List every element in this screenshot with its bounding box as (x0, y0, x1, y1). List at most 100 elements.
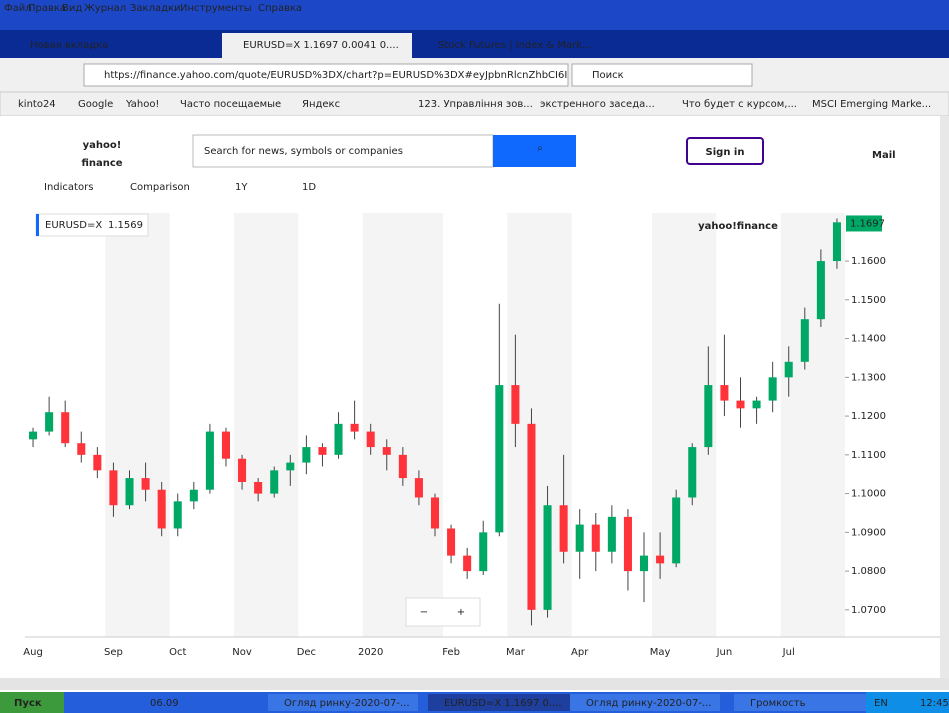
x-tick-label: 2020 (358, 647, 383, 658)
search-button[interactable] (493, 135, 576, 167)
candle-body (399, 455, 407, 478)
chart-tool[interactable]: 1D (302, 182, 316, 193)
bookmark[interactable]: MSCI Emerging Marke... (812, 99, 931, 110)
candle-body (335, 424, 343, 455)
candle-body (463, 556, 471, 572)
bookmark[interactable]: Яндекс (302, 99, 340, 110)
h-scrollbar[interactable] (0, 678, 949, 690)
x-tick-label: May (650, 647, 671, 658)
candle-body (656, 556, 664, 564)
bookmark[interactable]: Yahoo! (125, 99, 159, 110)
legend-symbol: EURUSD=X (45, 220, 102, 231)
menu-item[interactable]: Справка (258, 3, 302, 14)
chart-tool[interactable]: 1Y (235, 182, 248, 193)
candle-body (415, 478, 423, 497)
candle-body (479, 532, 487, 571)
candle-body (351, 424, 359, 432)
taskbar-item-label[interactable]: EURUSD=X 1.1697 0.... (444, 698, 562, 709)
taskbar-folder[interactable]: 06.09 (150, 698, 179, 709)
lang[interactable]: EN (874, 698, 888, 709)
x-tick-label: Nov (232, 647, 252, 658)
candle-body (576, 525, 584, 552)
candle-body (431, 497, 439, 528)
candle-body (270, 470, 278, 493)
x-tick-label: Sep (104, 647, 123, 658)
scrollbar[interactable] (940, 116, 949, 678)
y-tick-label: 1.1500 (851, 295, 886, 306)
candle-body (158, 490, 166, 529)
candle-body (769, 377, 777, 400)
search-placeholder[interactable]: Поиск (592, 70, 624, 81)
bookmark[interactable]: kinto24 (18, 99, 56, 110)
menu-item[interactable]: Журнал (84, 3, 126, 14)
candle-body (833, 222, 841, 261)
menu-item[interactable]: Правка (28, 3, 66, 14)
candle-body (527, 424, 535, 610)
month-band (105, 213, 169, 637)
chart-tool[interactable]: Indicators (44, 182, 93, 193)
tab-title[interactable]: EURUSD=X 1.1697 0.0041 0.... (243, 40, 399, 51)
url[interactable]: https://finance.yahoo.com/quote/EURUSD%3… (104, 70, 567, 81)
menu-item[interactable]: Инструменты (180, 3, 252, 14)
candle-body (383, 447, 391, 455)
candle-body (608, 517, 616, 552)
candle-body (511, 385, 519, 424)
x-tick-label: Feb (442, 647, 460, 658)
y-tick-label: 1.1100 (851, 450, 886, 461)
candle-body (174, 501, 182, 528)
candle-body (254, 482, 262, 494)
y-tick-label: 1.0900 (851, 527, 886, 538)
y-tick-label: 1.1200 (851, 411, 886, 422)
candle-body (560, 505, 568, 552)
menu-item[interactable]: Закладки (130, 3, 181, 14)
y-tick-label: 1.0800 (851, 566, 886, 577)
bookmark[interactable]: экстренного заседа... (540, 99, 655, 110)
candle-body (125, 478, 133, 505)
chart-tool[interactable]: Comparison (130, 182, 190, 193)
site-search-placeholder[interactable]: Search for news, symbols or companies (204, 146, 403, 157)
zoom-button[interactable]: + (457, 607, 465, 618)
x-tick-label: Apr (571, 647, 589, 658)
signin[interactable]: Sign in (706, 147, 745, 158)
candle-body (238, 459, 246, 482)
candle-body (190, 490, 198, 502)
taskbar-item-label[interactable]: Огляд ринку-2020-07-... (586, 698, 712, 709)
start-label[interactable]: Пуск (14, 698, 42, 709)
month-band (507, 213, 571, 637)
watermark: yahoo!finance (698, 221, 778, 232)
candle-body (93, 455, 101, 471)
candle-body (704, 385, 712, 447)
x-tick-label: Aug (23, 647, 43, 658)
x-tick-label: Dec (297, 647, 316, 658)
candle-body (688, 447, 696, 497)
site-logo-sub: finance (81, 158, 122, 169)
candle-body (367, 432, 375, 448)
last-price: 1.1697 (850, 218, 885, 229)
taskbar-item-label[interactable]: Огляд ринку-2020-07-... (284, 698, 410, 709)
mail[interactable]: Mail (872, 150, 896, 161)
zoom-button[interactable]: − (420, 607, 428, 618)
candle-body (142, 478, 150, 490)
candle-body (640, 556, 648, 572)
y-tick-label: 1.1400 (851, 334, 886, 345)
candle-body (672, 497, 680, 563)
bookmark[interactable]: Google (78, 99, 113, 110)
candle-body (286, 463, 294, 471)
bookmark[interactable]: 123. Управління зов... (418, 98, 533, 110)
candle-body (302, 447, 310, 463)
bookmark[interactable]: Что будет с курсом,... (682, 99, 797, 110)
candle-body (77, 443, 85, 455)
x-tick-label: Oct (169, 647, 186, 658)
month-band (781, 213, 845, 637)
menu-item[interactable]: Вид (62, 3, 82, 14)
candle-body (29, 432, 37, 440)
candle-body (736, 401, 744, 409)
candle-body (544, 505, 552, 610)
bookmark[interactable]: Часто посещаемые (180, 99, 281, 110)
tab-title[interactable]: Новая вкладка (30, 40, 108, 51)
taskbar-item-label[interactable]: Громкость (750, 698, 806, 709)
y-tick-label: 1.1600 (851, 256, 886, 267)
candle-body (720, 385, 728, 401)
y-tick-label: 1.1000 (851, 489, 886, 500)
tab-title[interactable]: Stock Futures | Index & Mark... (438, 40, 592, 51)
